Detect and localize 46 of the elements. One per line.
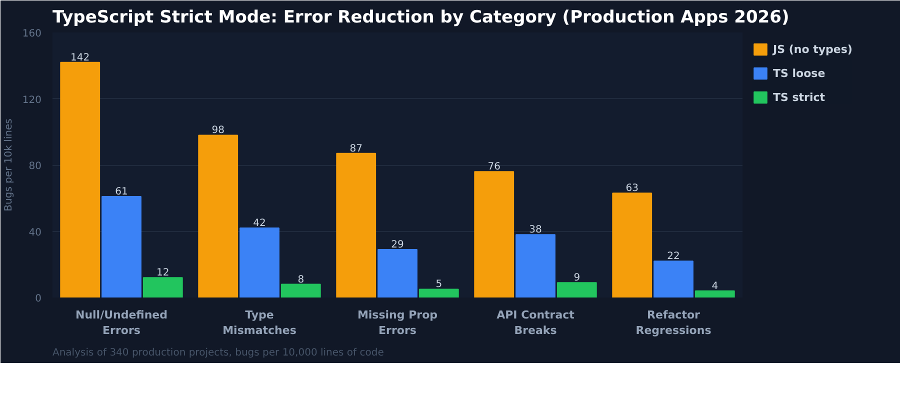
y-tick-label: 40 [28, 227, 42, 238]
data-label: 4 [712, 280, 718, 292]
bar [516, 234, 556, 298]
bar [280, 284, 321, 298]
bar [240, 227, 280, 298]
data-label: 63 [626, 183, 638, 194]
bar [60, 62, 100, 298]
x-tick-label: Missing Prop Errors [357, 308, 438, 338]
data-label: 76 [488, 162, 500, 173]
data-label: 142 [70, 52, 90, 64]
data-label: 5 [436, 279, 442, 290]
data-label: 61 [115, 186, 128, 198]
data-label: 8 [298, 274, 304, 286]
bar [142, 277, 183, 298]
bar [102, 196, 142, 298]
bar [198, 134, 238, 298]
x-tick-label: Type Mismatches [222, 308, 297, 338]
data-label: 12 [156, 268, 170, 279]
data-label: 29 [391, 239, 404, 250]
y-tick-label: 120 [22, 94, 42, 106]
chart-title: TypeScript Strict Mode: Error Reduction by Category (Production Apps 2026) [52, 8, 790, 28]
data-label: 38 [529, 224, 542, 236]
data-label: 42 [253, 218, 266, 229]
text: Analysis of 340 production projects, bugs per 10,000 lines of code [52, 348, 384, 358]
bar [418, 288, 459, 298]
data-label: 22 [667, 251, 680, 262]
y-tick-label: 0 [35, 294, 42, 304]
legend-label: TS strict [773, 90, 826, 104]
y-axis-title: Bugs per 10k lines [3, 118, 14, 212]
bar [556, 282, 597, 298]
data-label: 87 [350, 143, 362, 154]
bar [654, 260, 694, 298]
bar [474, 171, 514, 298]
bar [694, 290, 735, 298]
x-tick-label: API Contract Breaks [496, 308, 574, 338]
y-tick-label: 160 [22, 28, 42, 40]
x-tick-label: Null/Undefined Errors [75, 308, 168, 338]
legend-label: JS (no types) [773, 42, 852, 56]
bar [336, 152, 376, 298]
x-tick-label: Refactor Regressions [636, 308, 712, 338]
y-tick-label: 80 [28, 161, 42, 172]
legend-label: TS loose [773, 66, 826, 80]
bar [378, 248, 418, 298]
bar [612, 192, 652, 298]
data-label: 98 [212, 125, 224, 136]
data-label: 9 [574, 272, 580, 284]
